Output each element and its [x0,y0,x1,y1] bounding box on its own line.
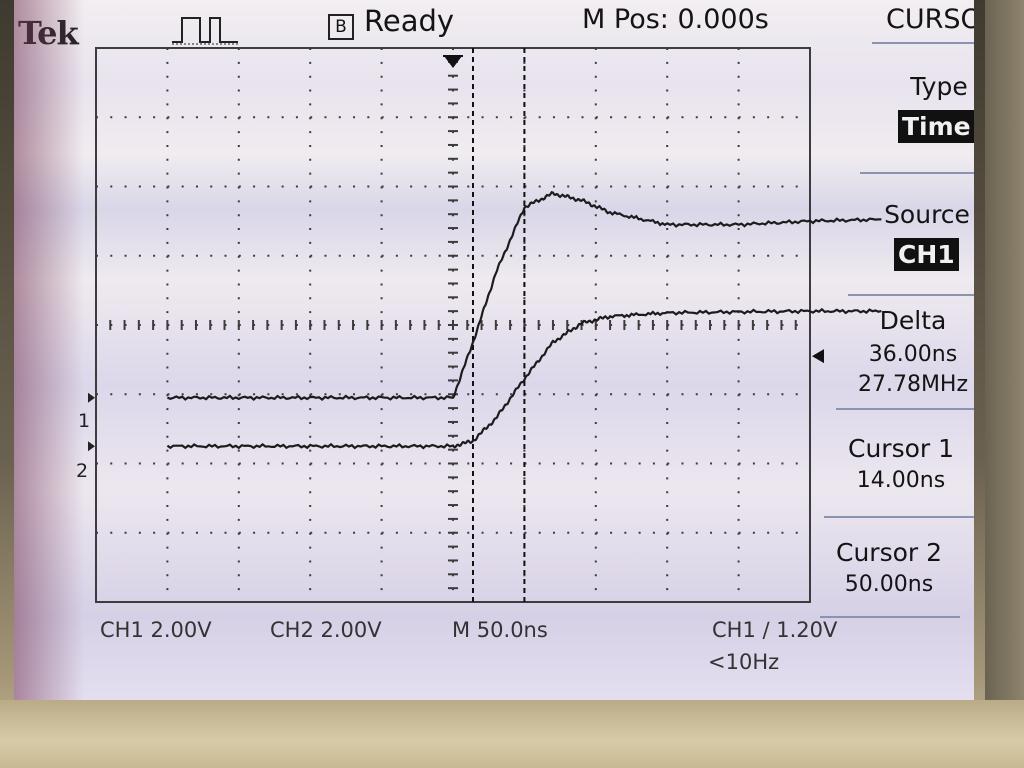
menu-separator [824,516,974,518]
graticule-grid [95,47,811,603]
trigger-position-arrow-icon [444,56,462,68]
acquisition-state-icon: B [328,14,354,40]
cursor-type-value[interactable]: Time [898,110,974,143]
ch2-scale-readout: CH2 2.00V [270,618,382,642]
trigger-level-arrow-icon [812,349,824,364]
cursor-source-value[interactable]: CH1 [894,238,959,271]
ch2-trace [166,307,882,450]
waveform-traces [166,190,882,450]
oscilloscope-screen: Tek B Ready M Pos: 0.000s CURSOR 1 2 Typ… [14,0,974,700]
waveform-display [88,47,882,603]
menu-separator [820,616,960,618]
cursor-type-label[interactable]: Type [910,72,968,101]
timebase-readout: M 50.0ns [452,618,548,642]
bezel-bottom [0,700,1024,768]
delta-time-readout: 36.00ns [868,342,958,367]
menu-separator [872,42,974,44]
delta-label: Delta [879,306,947,335]
cursor-lines [471,48,526,602]
ch2-ground-arrow-icon [88,441,95,452]
cursor1-label[interactable]: Cursor 1 [847,434,955,463]
cursor-source-label[interactable]: Source [884,200,970,229]
menu-separator [836,408,974,410]
delta-frequency-readout: 27.78MHz [857,372,969,397]
bezel-right-edge [985,0,1024,700]
menu-title: CURSOR [886,4,974,35]
acquisition-state: Ready [364,4,455,38]
cursor2-readout: 50.00ns [844,572,934,597]
trigger-readout: CH1 ∕ 1.20V [712,618,838,642]
channel-markers [88,55,824,452]
pulse-trigger-icon [172,17,238,45]
ch1-trace [166,190,882,402]
ch2-ground-marker: 2 [76,460,89,482]
trigger-frequency-readout: <10Hz [708,650,780,674]
ch1-scale-readout: CH1 2.00V [100,618,212,642]
ch1-ground-marker: 1 [78,410,91,432]
menu-separator [848,294,974,296]
cursor2-label[interactable]: Cursor 2 [835,538,943,567]
menu-separator [860,172,974,174]
cursor1-readout: 14.00ns [856,468,946,493]
main-position-readout: M Pos: 0.000s [582,4,769,35]
ch1-ground-arrow-icon [88,392,95,403]
